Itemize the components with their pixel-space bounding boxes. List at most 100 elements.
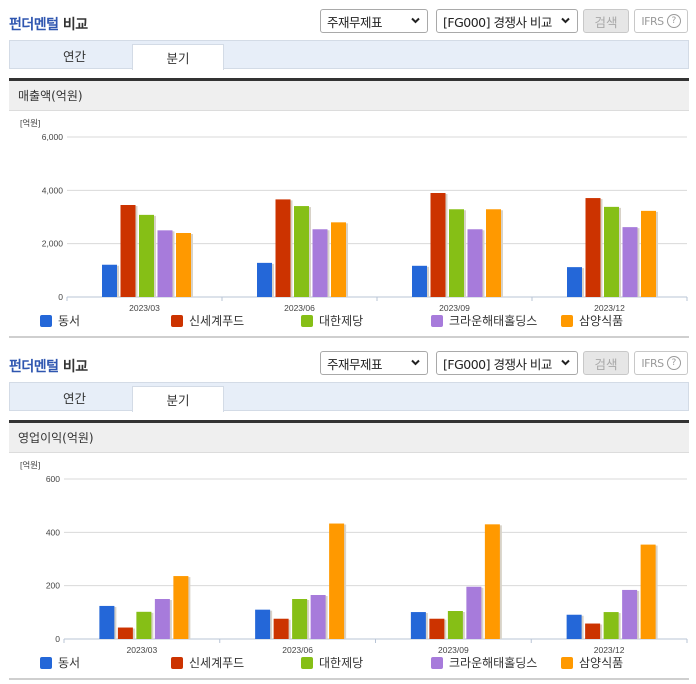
y-tick-label: 4,000 <box>42 185 64 195</box>
bar[interactable] <box>102 264 117 297</box>
bar[interactable] <box>176 233 191 297</box>
fundamental-compare-revenue: 펀더멘털 비교 주재무제표 [FG000] 경쟁사 비교 검색 IFRS? 연간… <box>9 9 689 338</box>
legend-swatch <box>561 314 573 327</box>
bar[interactable] <box>640 544 656 639</box>
search-button[interactable]: 검색 <box>583 9 629 33</box>
bar[interactable] <box>484 524 500 639</box>
bar[interactable] <box>120 205 136 297</box>
bar[interactable] <box>603 612 619 639</box>
tab-quarterly[interactable]: 분기 <box>132 44 224 70</box>
bar[interactable] <box>410 612 426 639</box>
y-tick-label: 400 <box>46 527 60 537</box>
y-tick-label: 600 <box>46 474 60 484</box>
bar[interactable] <box>447 611 463 639</box>
period-tabs: 연간 분기 <box>9 382 689 412</box>
legend-swatch <box>171 656 183 669</box>
x-tick-label: 2023/03 <box>129 303 160 312</box>
bar[interactable] <box>294 206 309 297</box>
tab-annual[interactable]: 연간 <box>62 390 86 406</box>
y-tick-label: 2,000 <box>42 239 64 249</box>
compare-group-select[interactable]: [FG000] 경쟁사 비교 <box>436 9 578 33</box>
x-tick-label: 2023/09 <box>439 303 470 312</box>
ifrs-help-button[interactable]: IFRS? <box>634 9 688 33</box>
bar[interactable] <box>292 599 308 639</box>
y-tick-label: 6,000 <box>42 132 64 142</box>
bar[interactable] <box>449 209 464 297</box>
bar[interactable] <box>585 198 601 297</box>
bar[interactable] <box>117 627 133 639</box>
search-button[interactable]: 검색 <box>583 351 629 375</box>
bar[interactable] <box>604 206 619 297</box>
bar[interactable] <box>429 618 445 639</box>
statement-type-select[interactable]: 주재무제표 <box>320 351 428 375</box>
bar[interactable] <box>585 623 601 639</box>
divider <box>9 78 689 81</box>
bar[interactable] <box>567 267 582 297</box>
legend-swatch <box>301 314 313 327</box>
legend-item[interactable]: 신세계푸드 <box>171 654 244 671</box>
bar[interactable] <box>331 222 346 297</box>
bar[interactable] <box>136 611 152 639</box>
x-tick-label: 2023/03 <box>127 645 158 654</box>
bar[interactable] <box>255 609 271 639</box>
compare-group-select[interactable]: [FG000] 경쟁사 비교 <box>436 351 578 375</box>
bar[interactable] <box>312 229 328 297</box>
bar[interactable] <box>466 586 482 639</box>
legend-swatch <box>561 656 573 669</box>
bar[interactable] <box>157 230 173 297</box>
help-icon: ? <box>666 356 681 370</box>
bar[interactable] <box>622 589 638 639</box>
metric-title: 영업이익(억원) <box>9 423 689 453</box>
legend-item[interactable]: 삼양식품 <box>561 312 623 329</box>
x-tick-label: 2023/06 <box>282 645 313 654</box>
legend-item[interactable]: 대한제당 <box>301 654 363 671</box>
tab-annual[interactable]: 연간 <box>62 48 86 64</box>
x-tick-label: 2023/09 <box>438 645 469 654</box>
bar[interactable] <box>139 214 154 297</box>
metric-title: 매출액(억원) <box>9 81 689 111</box>
bar[interactable] <box>622 227 638 297</box>
chevron-down-icon <box>411 17 420 24</box>
section-title: 펀더멘털 비교 <box>9 359 88 375</box>
bar[interactable] <box>329 523 345 639</box>
operating-profit-bar-chart: [억원] 0 200 400 600 2023/03 2023/06 2023/09 2023/… <box>9 454 689 677</box>
bar[interactable] <box>273 618 289 639</box>
bar[interactable] <box>566 614 582 639</box>
tab-quarterly[interactable]: 분기 <box>132 386 224 412</box>
bar[interactable] <box>430 193 446 297</box>
legend-item[interactable]: 삼양식품 <box>561 654 623 671</box>
revenue-bar-chart: [억원] 0 2,000 4,000 6,000 2023/03 2023/06 2023/0… <box>9 112 689 335</box>
ifrs-help-button[interactable]: IFRS? <box>634 351 688 375</box>
bar[interactable] <box>99 605 115 639</box>
chart-legend: 동서 신세계푸드 대한제당 크라운해태홀딩스 삼양식품 <box>18 312 696 330</box>
divider <box>9 336 689 338</box>
bar[interactable] <box>310 595 326 639</box>
y-tick-label: 0 <box>55 634 60 644</box>
legend-item[interactable]: 신세계푸드 <box>171 312 244 329</box>
y-unit-label: [억원] <box>20 118 40 128</box>
chevron-down-icon <box>561 17 570 24</box>
help-icon: ? <box>666 14 681 28</box>
bar[interactable] <box>467 229 483 297</box>
legend-item[interactable]: 동서 <box>40 312 80 329</box>
x-tick-label: 2023/12 <box>594 303 625 312</box>
statement-type-select[interactable]: 주재무제표 <box>320 9 428 33</box>
bar[interactable] <box>412 265 427 297</box>
legend-swatch <box>431 314 443 327</box>
legend-item[interactable]: 대한제당 <box>301 312 363 329</box>
bar[interactable] <box>275 199 291 297</box>
legend-item[interactable]: 동서 <box>40 654 80 671</box>
y-tick-label: 0 <box>58 292 63 302</box>
period-tabs: 연간 분기 <box>9 40 689 70</box>
section-title: 펀더멘털 비교 <box>9 17 88 33</box>
legend-item[interactable]: 크라운해태홀딩스 <box>431 654 537 671</box>
divider <box>9 678 689 680</box>
legend-swatch <box>40 656 52 669</box>
bar[interactable] <box>486 209 501 297</box>
legend-item[interactable]: 크라운해태홀딩스 <box>431 312 537 329</box>
bar[interactable] <box>173 576 189 639</box>
chart-canvas: [억원] 0 2,000 4,000 6,000 2023/03 2023/06 2023/0… <box>20 118 688 312</box>
bar[interactable] <box>154 599 170 639</box>
bar[interactable] <box>257 262 272 297</box>
bar[interactable] <box>641 210 656 297</box>
